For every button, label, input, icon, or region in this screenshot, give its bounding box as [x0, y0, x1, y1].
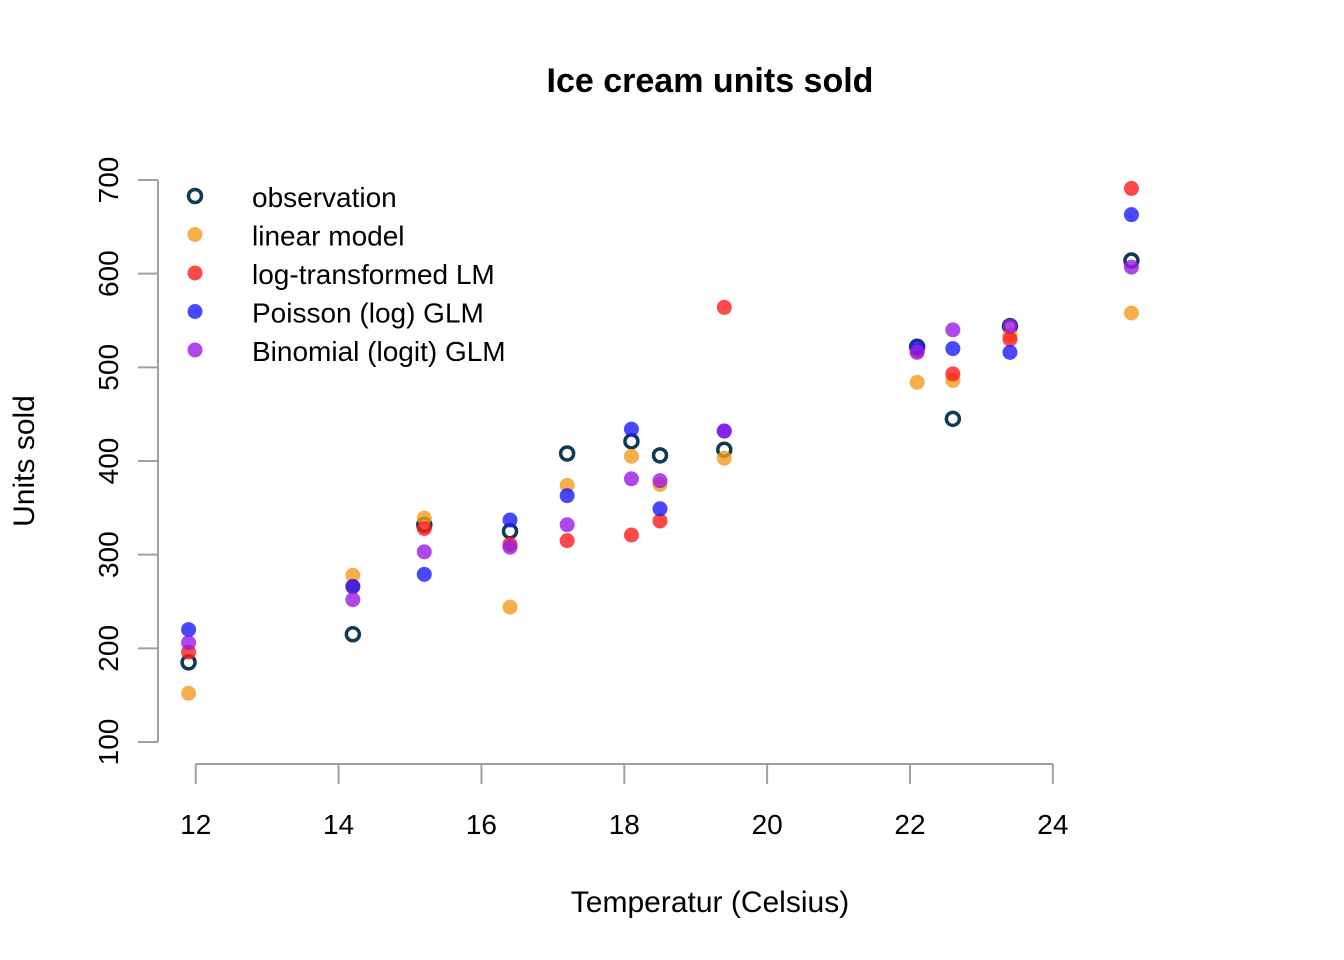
y-tick-label: 700 [93, 157, 124, 204]
y-tick-label: 500 [93, 344, 124, 391]
legend-item: observation [186, 182, 397, 213]
series-2 [181, 180, 1139, 660]
data-point [716, 423, 732, 439]
data-point [944, 410, 962, 428]
legend-marker [187, 265, 203, 281]
x-axis-label: Temperatur (Celsius) [571, 886, 849, 919]
data-point [945, 366, 961, 382]
data-point [502, 599, 518, 615]
data-point [909, 344, 925, 360]
legend-label: Binomial (logit) GLM [252, 336, 506, 367]
data-point [652, 513, 668, 529]
y-tick-label: 400 [93, 438, 124, 485]
legend-marker [187, 304, 203, 319]
data-point [652, 501, 668, 517]
y-tick-label: 100 [93, 719, 124, 766]
data-point [1002, 331, 1018, 347]
series-4 [181, 259, 1139, 651]
data-point [502, 512, 518, 528]
legend-item: log-transformed LM [187, 259, 495, 290]
data-point [559, 517, 575, 533]
data-point [1002, 344, 1018, 360]
data-point [345, 592, 361, 608]
legend-label: Poisson (log) GLM [252, 298, 484, 329]
legend-item: Poisson (log) GLM [187, 298, 484, 329]
data-point [652, 473, 668, 489]
y-tick-label: 200 [93, 625, 124, 672]
data-point [623, 448, 639, 464]
legend-marker [187, 342, 203, 358]
data-point [416, 566, 432, 582]
legend-item: linear model [187, 221, 405, 252]
data-point [651, 447, 669, 464]
data-point [716, 299, 732, 315]
data-point [623, 471, 639, 487]
data-point [181, 622, 197, 638]
x-axis: 12 14 16 18 20 22 24 [180, 763, 1068, 840]
data-point [1002, 318, 1018, 334]
legend-marker [186, 187, 204, 205]
data-point [1123, 305, 1139, 321]
data-point [502, 539, 518, 555]
y-tick-label: 300 [93, 531, 124, 578]
y-tick-label: 600 [93, 250, 124, 297]
x-tick-label: 22 [894, 809, 925, 840]
x-tick-label: 20 [752, 809, 783, 840]
data-point [345, 579, 361, 595]
data-point [716, 450, 732, 466]
data-point [559, 488, 575, 504]
data-point [623, 433, 640, 450]
data-point [181, 635, 197, 651]
data-point [559, 533, 575, 549]
data-point [909, 374, 925, 390]
data-point [416, 544, 432, 560]
data-point [945, 322, 961, 338]
data-point [559, 477, 575, 493]
data-point [181, 685, 197, 701]
data-point [623, 527, 639, 543]
data-point [1123, 207, 1139, 223]
data-point [623, 421, 639, 437]
data-point [344, 626, 362, 643]
x-tick-label: 18 [609, 809, 640, 840]
data-point [1123, 180, 1139, 196]
legend-label: linear model [252, 221, 405, 252]
data-point [416, 510, 432, 526]
legend-label: log-transformed LM [252, 259, 495, 290]
data-point [945, 341, 961, 357]
data-point [558, 445, 576, 462]
chart-title: Ice cream units sold [547, 62, 874, 100]
y-axis-label: Units sold [8, 395, 41, 527]
x-tick-label: 24 [1037, 809, 1068, 840]
data-point [416, 520, 432, 536]
y-axis: 100 200 300 400 500 600 700 [93, 157, 159, 766]
data-points [180, 180, 1140, 701]
data-point [1123, 259, 1139, 275]
x-tick-label: 16 [466, 809, 497, 840]
legend-label: observation [252, 182, 397, 213]
legend: observation linear model log-transformed L… [186, 182, 506, 367]
x-tick-label: 14 [323, 809, 354, 840]
legend-item: Binomial (logit) GLM [187, 336, 506, 367]
x-tick-label: 12 [180, 809, 211, 840]
legend-marker [187, 227, 203, 242]
data-point [345, 567, 361, 583]
